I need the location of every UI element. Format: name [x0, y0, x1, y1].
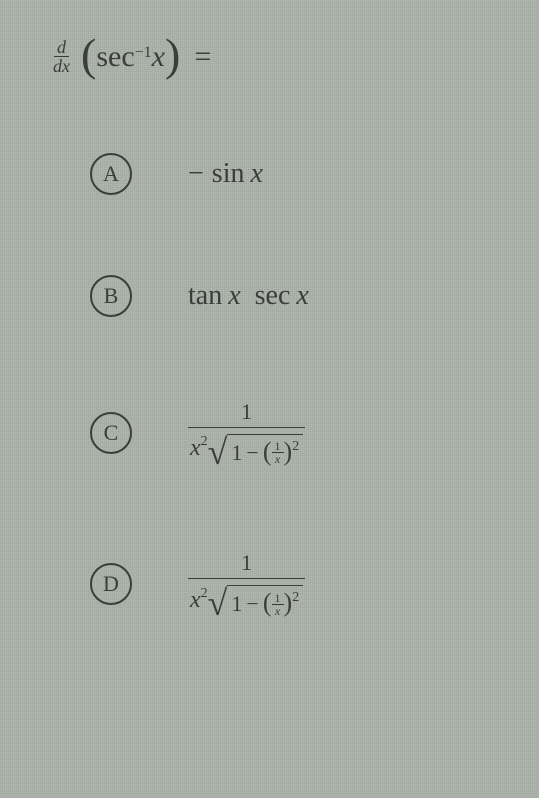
- question-expression: d dx ( sec −1 x ) =: [50, 30, 519, 83]
- option-b[interactable]: B tan x sec x: [90, 275, 519, 317]
- rparen: ): [165, 28, 180, 81]
- minus: −: [246, 442, 258, 464]
- radicand: 1 − ( 1 x ) 2: [227, 585, 303, 617]
- inner-frac: 1 x: [272, 440, 284, 465]
- options-list: A − sin x B tan x sec x: [50, 153, 519, 620]
- x-exp: 2: [201, 435, 208, 449]
- x-base: x: [190, 436, 201, 460]
- lparen: (: [263, 439, 272, 465]
- quiz-page: d dx ( sec −1 x ) = A − sin x B: [0, 0, 539, 798]
- derivative-fraction: d dx: [50, 38, 73, 75]
- outer-exp: 2: [292, 440, 299, 454]
- option-b-circle: B: [90, 275, 132, 317]
- frac-den: x 2 √ 1 − ( 1: [188, 579, 305, 619]
- frac-den: x 2 √ 1 − ( 1: [188, 428, 305, 468]
- outer-exp: 2: [292, 591, 299, 605]
- rparen: ): [284, 590, 293, 616]
- sqrt-wrap: √ 1 − ( 1 x ): [208, 583, 304, 615]
- option-c-letter: C: [104, 420, 119, 446]
- deriv-den: dx: [50, 57, 73, 75]
- one: 1: [231, 442, 242, 464]
- option-c-expr: 1 x 2 √ 1 − (: [188, 397, 305, 468]
- x-var: x: [250, 158, 262, 190]
- frac-num: 1: [188, 548, 305, 579]
- func-exp: −1: [135, 44, 152, 62]
- tan: tan: [188, 280, 222, 312]
- option-c[interactable]: C 1 x 2 √ 1 −: [90, 397, 519, 468]
- sec: sec: [255, 280, 291, 312]
- option-d-circle: D: [90, 563, 132, 605]
- option-b-expr: tan x sec x: [188, 280, 309, 312]
- sin: sin: [212, 158, 245, 190]
- x-var: x: [228, 280, 240, 312]
- option-d-expr: 1 x 2 √ 1 − (: [188, 548, 305, 619]
- minus-sign: −: [188, 158, 204, 190]
- option-a[interactable]: A − sin x: [90, 153, 519, 195]
- option-a-circle: A: [90, 153, 132, 195]
- frac-num: 1: [188, 397, 305, 428]
- option-c-circle: C: [90, 412, 132, 454]
- fraction-c: 1 x 2 √ 1 − (: [188, 397, 305, 468]
- minus: −: [246, 593, 258, 615]
- sqrt-wrap: √ 1 − ( 1 x ): [208, 432, 304, 464]
- inner-den: x: [272, 453, 283, 465]
- func-var: x: [152, 40, 165, 74]
- inner-den: x: [272, 605, 283, 617]
- rparen: ): [284, 439, 293, 465]
- option-a-letter: A: [103, 161, 119, 187]
- radical-icon: √: [208, 587, 228, 619]
- option-a-expr: − sin x: [188, 158, 263, 190]
- option-d[interactable]: D 1 x 2 √ 1 −: [90, 548, 519, 619]
- equals: =: [194, 40, 211, 74]
- inner-frac: 1 x: [272, 592, 284, 617]
- option-d-letter: D: [103, 571, 119, 597]
- x-var: x: [296, 280, 308, 312]
- func-sec: sec: [96, 40, 134, 74]
- lparen: (: [81, 28, 96, 81]
- lparen: (: [263, 590, 272, 616]
- x-base: x: [190, 588, 201, 612]
- one: 1: [231, 593, 242, 615]
- x-exp: 2: [201, 587, 208, 601]
- option-b-letter: B: [104, 283, 119, 309]
- deriv-num: d: [54, 38, 69, 57]
- fraction-d: 1 x 2 √ 1 − (: [188, 548, 305, 619]
- radical-icon: √: [208, 436, 228, 468]
- inner-num: 1: [272, 592, 284, 605]
- radicand: 1 − ( 1 x ) 2: [227, 434, 303, 466]
